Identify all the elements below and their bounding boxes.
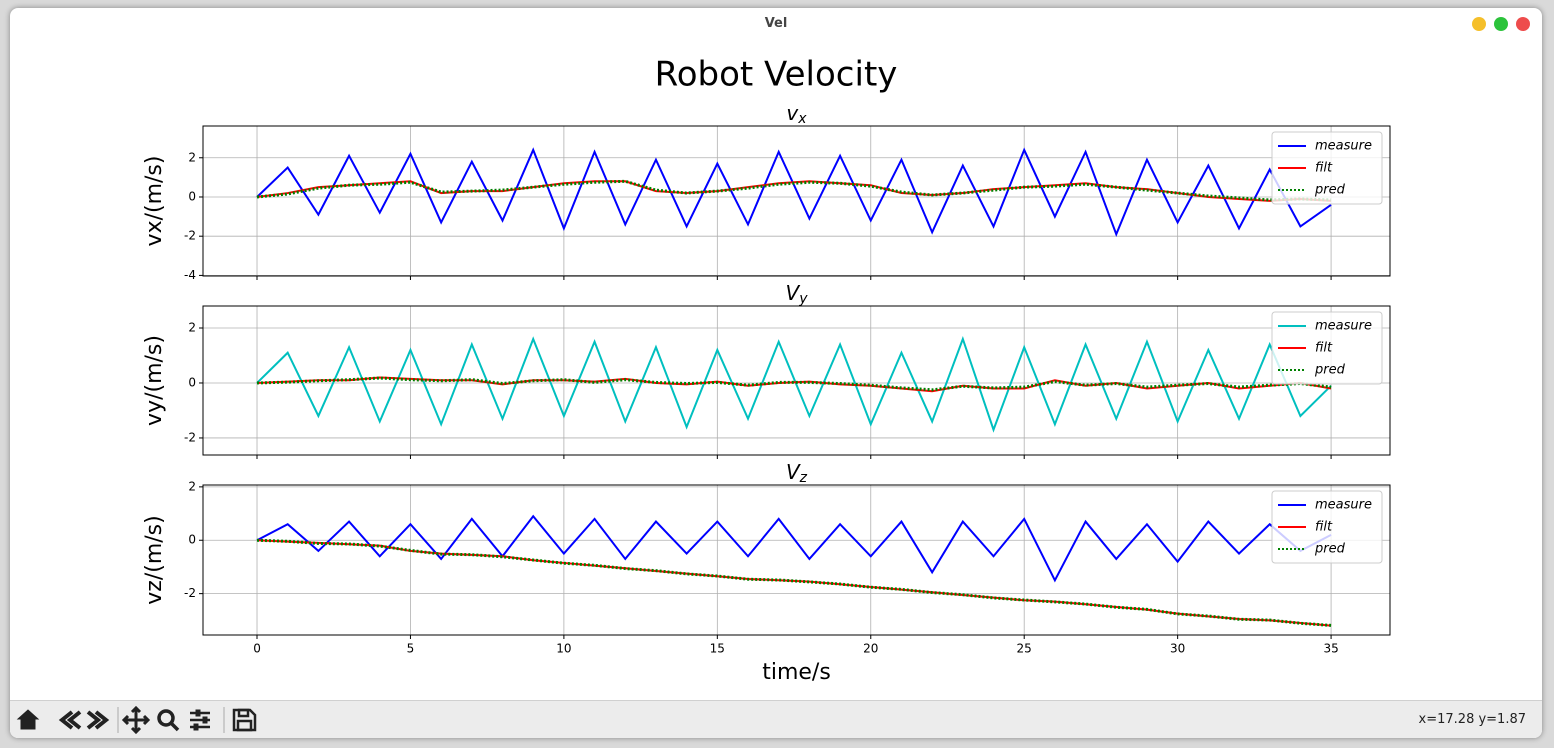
legend-label: pred — [1314, 542, 1346, 557]
legend-label: filt — [1315, 341, 1333, 356]
y-axis-label: vx/(m/s) — [142, 156, 167, 247]
legend-label: pred — [1314, 363, 1346, 378]
legend-box — [1271, 131, 1383, 205]
y-tick-label: -2 — [184, 586, 196, 600]
series-line — [256, 336, 1332, 433]
title-bar: Vel — [10, 8, 1542, 40]
x-tick-label: 35 — [1323, 642, 1338, 656]
y-axis-label: vy/(m/s) — [142, 335, 167, 426]
y-tick-label: -2 — [184, 229, 196, 243]
window-title: Vel — [764, 16, 788, 31]
figure: Robot Velocity -4 -2 0 2 vx vx/(m/s) measure fi… — [142, 55, 1391, 685]
forward-button[interactable] — [86, 710, 110, 730]
pan-button[interactable] — [121, 705, 151, 735]
legend-box — [1271, 311, 1383, 385]
minimize-button[interactable] — [1472, 17, 1486, 31]
legend-label: measure — [1315, 139, 1372, 154]
legend-label: filt — [1315, 161, 1333, 176]
plot-area — [203, 485, 1390, 635]
y-tick-label: 2 — [188, 320, 196, 334]
y-tick-label: 0 — [188, 189, 196, 203]
slider-knob — [195, 709, 201, 717]
series-line — [256, 147, 1332, 237]
y-tick-label: 0 — [188, 375, 196, 389]
suptitle: Robot Velocity — [655, 55, 898, 95]
slider-knob — [202, 716, 208, 724]
toolbar-icons — [16, 705, 257, 735]
toolbar: x=17.28 y=1.87 — [10, 700, 1542, 738]
maximize-button[interactable] — [1494, 17, 1508, 31]
home-button[interactable] — [16, 709, 40, 730]
axes-frame — [202, 484, 1391, 636]
subplot-title-subscript: x — [797, 111, 807, 127]
window: Vel Robot Velocity -4 -2 0 2 vx vx/(m/s) measu… — [10, 8, 1542, 738]
series-line — [256, 179, 1332, 202]
status-text: x=17.28 y=1.87 — [1418, 712, 1526, 727]
subplot-title-base: V — [786, 460, 801, 484]
legend-label: pred — [1314, 183, 1346, 198]
back-button[interactable] — [58, 710, 82, 730]
axes-frame — [202, 125, 1391, 277]
subplot-title: vx — [786, 101, 807, 128]
legend-label: filt — [1315, 520, 1333, 535]
subplot-title-subscript: y — [798, 291, 808, 307]
x-tick-label: 20 — [863, 642, 878, 656]
x-tick-label: 25 — [1017, 642, 1032, 656]
x-tick-label: 5 — [407, 642, 415, 656]
x-tick-label: 10 — [556, 642, 571, 656]
y-tick-label: 0 — [188, 533, 196, 547]
x-tick-label: 30 — [1170, 642, 1185, 656]
slider-knob — [193, 723, 199, 731]
subplot-title: Vz — [786, 460, 808, 487]
series-line — [256, 539, 1332, 627]
axes-frame — [202, 305, 1391, 456]
x-tick-label: 0 — [253, 642, 261, 656]
x-axis-label: time/s — [762, 660, 831, 685]
legend-label: measure — [1315, 319, 1372, 334]
save-button[interactable] — [232, 708, 257, 732]
y-tick-label: 2 — [188, 150, 196, 164]
y-tick-label: -2 — [184, 430, 196, 444]
y-tick-label: 2 — [188, 479, 196, 493]
subplot-title-base: V — [786, 281, 801, 305]
legend-box — [1271, 490, 1383, 564]
series-line — [256, 376, 1332, 392]
x-tick-label: 15 — [710, 642, 725, 656]
y-axis-label: vz/(m/s) — [142, 515, 167, 604]
legend-label: measure — [1315, 498, 1372, 513]
subplot-title-subscript: z — [799, 470, 808, 486]
y-tick-label: -4 — [184, 268, 196, 282]
zoom-button[interactable] — [157, 709, 180, 732]
subplot-title-base: v — [786, 101, 799, 125]
close-button[interactable] — [1516, 17, 1530, 31]
subplot-title: Vy — [786, 281, 809, 308]
plot-area — [203, 126, 1390, 276]
